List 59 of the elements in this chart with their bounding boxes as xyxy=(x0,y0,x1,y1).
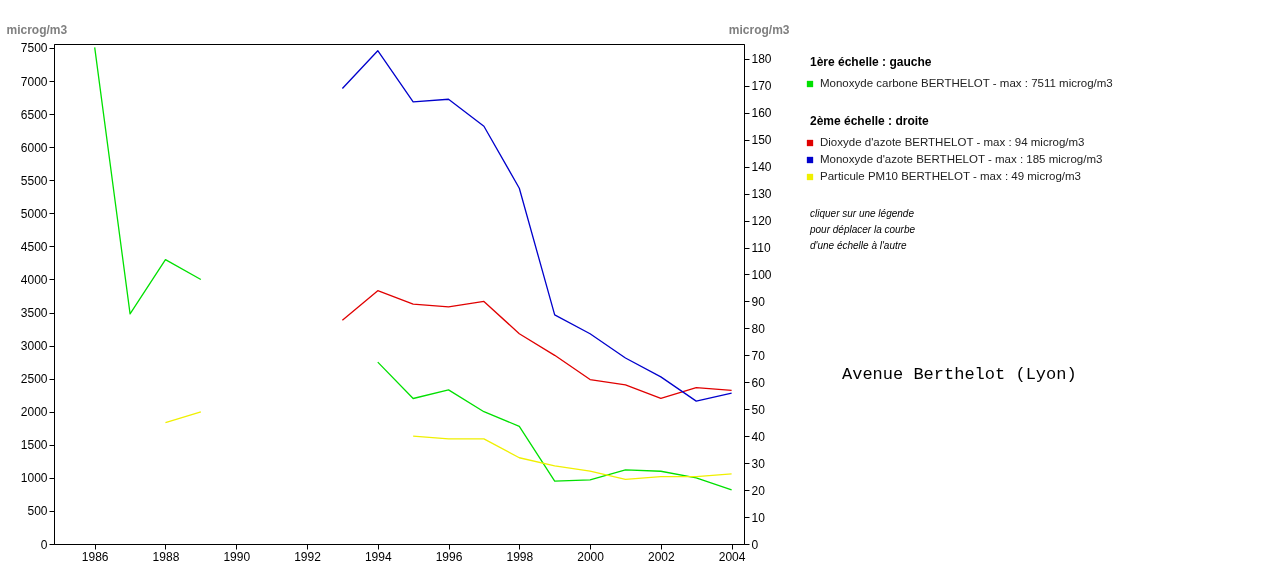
x-tick-label: 1986 xyxy=(81,549,109,564)
text: pour déplacer la courbe xyxy=(809,224,916,235)
y-tick-label: 3000 xyxy=(20,339,48,354)
y2-tick-label: 140 xyxy=(751,160,772,175)
text: d'une échelle à l'autre xyxy=(810,240,908,251)
y-tick-label: 6500 xyxy=(20,107,48,122)
y2-tick-label: 170 xyxy=(751,79,772,94)
x-tick-label: 1994 xyxy=(364,549,392,564)
y2-tick-label: 40 xyxy=(751,429,766,444)
x-tick-label: 1988 xyxy=(152,549,180,564)
line-series xyxy=(341,50,733,402)
legend-label: Particule PM10 BERTHELOT - max : 49 microg/m3 xyxy=(820,170,1081,182)
y-tick-label: 1500 xyxy=(20,438,48,453)
y2-tick-label: 160 xyxy=(751,106,772,121)
x-tick-label: 2004 xyxy=(718,549,746,564)
y2-tick-label: 150 xyxy=(751,133,772,148)
y2-tick-label: 100 xyxy=(751,267,772,282)
y-tick-label: 7000 xyxy=(20,74,48,89)
x-tick-label: 1990 xyxy=(223,549,251,564)
x-tick-label: 1992 xyxy=(294,549,322,564)
y2-axis-title: microg/m3 xyxy=(728,22,790,37)
y-tick-label: 3500 xyxy=(20,306,48,321)
y2-tick-label: 20 xyxy=(751,483,766,498)
y2-tick-label: 180 xyxy=(751,52,772,67)
text: 1ère échelle : gauche xyxy=(810,55,932,69)
y-axis-title: microg/m3 xyxy=(6,22,68,37)
y2-tick-label: 70 xyxy=(751,348,766,363)
y2-tick-label: 80 xyxy=(751,321,766,336)
y-tick-label: 2500 xyxy=(20,372,48,387)
y-tick-label: 6000 xyxy=(20,140,48,155)
x-tick-label: 1996 xyxy=(435,549,463,564)
line-series xyxy=(341,289,733,400)
y-tick-label: 500 xyxy=(27,504,48,519)
text: cliquer sur une légende xyxy=(810,208,915,219)
y2-tick-label: 130 xyxy=(751,187,772,202)
text: 2ème échelle : droite xyxy=(810,114,930,128)
legend-label: Dioxyde d'azote BERTHELOT - max : 94 microg/m3 xyxy=(820,136,1085,148)
y-tick-label: 5500 xyxy=(20,173,48,188)
legend-label: Monoxyde d'azote BERTHELOT - max : 185 microg/m3 xyxy=(820,153,1103,165)
x-tick-label: 2002 xyxy=(647,549,676,564)
x-tick-label: 1998 xyxy=(506,549,534,564)
y2-tick-label: 120 xyxy=(751,214,772,229)
y-tick-label: 7500 xyxy=(20,41,48,56)
y-tick-label: 5000 xyxy=(20,206,48,221)
y2-tick-label: 30 xyxy=(751,456,766,471)
text: Avenue Berthelot (Lyon) xyxy=(842,365,1077,384)
y-tick-label: 4500 xyxy=(20,239,48,254)
y2-tick-label: 50 xyxy=(751,402,766,417)
y-tick-label: 2000 xyxy=(20,405,48,420)
y2-tick-label: 60 xyxy=(751,375,766,390)
y2-tick-label: 110 xyxy=(751,241,771,255)
y-tick-label: 1000 xyxy=(20,471,48,486)
x-tick-label: 2000 xyxy=(577,549,605,564)
y-tick-label: 0 xyxy=(40,537,48,552)
y-tick-label: 4000 xyxy=(20,272,48,287)
y2-tick-label: 0 xyxy=(751,537,759,552)
y2-tick-label: 90 xyxy=(751,294,766,309)
y2-tick-label: 10 xyxy=(751,510,766,525)
legend-label: Monoxyde carbone BERTHELOT - max : 7511 microg/m3 xyxy=(820,77,1113,89)
